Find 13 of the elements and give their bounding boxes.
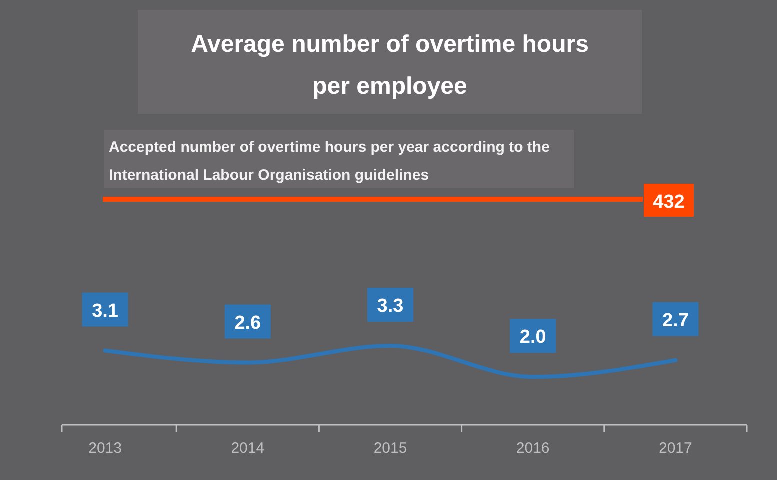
x-tick-label: 2013 bbox=[88, 440, 122, 457]
x-tick-label: 2014 bbox=[231, 440, 265, 457]
chart-title: Average number of overtime hours per employee bbox=[191, 31, 589, 100]
text: Accepted number of overtime hours per year according to the International Labour Organisation guidelines bbox=[109, 139, 550, 184]
x-tick-label: 2017 bbox=[659, 440, 692, 457]
x-tick-label: 2016 bbox=[516, 440, 550, 457]
data-label: 2.0 bbox=[520, 327, 546, 348]
data-label: 2.6 bbox=[234, 312, 262, 334]
x-tick-label: 2015 bbox=[374, 440, 408, 457]
data-label: 2.7 bbox=[662, 310, 689, 332]
text: 432 bbox=[653, 192, 685, 213]
data-label: 3.1 bbox=[92, 300, 119, 322]
data-label: 3.3 bbox=[377, 296, 404, 317]
